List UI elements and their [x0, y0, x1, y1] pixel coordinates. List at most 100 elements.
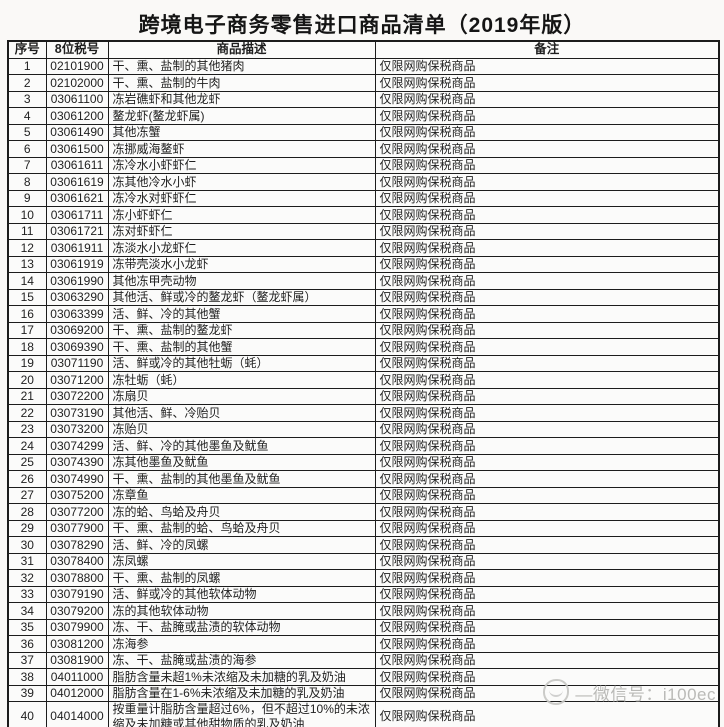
table-row: 19 03071190 活、鲜或冷的其他牡蛎（蚝） 仅限网购保税商品	[7, 354, 720, 372]
cell-serial-number: 28	[7, 503, 47, 521]
cell-remark: 仅限网购保税商品	[374, 701, 720, 727]
cell-serial-number: 14	[7, 272, 47, 290]
table-row: 9 03061621 冻冷水对虾虾仁 仅限网购保税商品	[7, 189, 720, 207]
cell-serial-number: 23	[7, 420, 47, 438]
cell-description: 鳌龙虾(鳌龙虾属)	[107, 107, 376, 125]
cell-serial-number: 39	[7, 684, 47, 702]
table-row: 36 03081200 冻海参 仅限网购保税商品	[7, 635, 720, 653]
table-row: 12 03061911 冻淡水小龙虾仁 仅限网购保税商品	[7, 239, 720, 257]
cell-serial-number: 34	[7, 602, 47, 620]
cell-description: 干、熏、盐制的其他猪肉	[107, 57, 376, 75]
cell-serial-number: 33	[7, 585, 47, 603]
table-row: 27 03075200 冻章鱼 仅限网购保税商品	[7, 486, 720, 504]
page-title: 跨境电子商务零售进口商品清单（2019年版）	[138, 14, 586, 37]
cell-tax-code: 03061721	[45, 222, 109, 240]
cell-remark: 仅限网购保税商品	[374, 453, 720, 471]
table-header: 序号 8位税号 商品描述 备注	[7, 40, 720, 59]
cell-serial-number: 37	[7, 651, 47, 669]
cell-remark: 仅限网购保税商品	[374, 387, 720, 405]
cell-serial-number: 16	[7, 305, 47, 323]
cell-serial-number: 4	[7, 107, 47, 125]
table-row: 39 04012000 脂肪含量在1-6%未浓缩及未加糖的乳及奶油 仅限网购保税…	[7, 684, 720, 702]
table-header-row: 序号 8位税号 商品描述 备注	[7, 40, 720, 59]
cell-description: 冻挪威海鳌虾	[107, 140, 376, 158]
cell-serial-number: 11	[7, 222, 47, 240]
cell-remark: 仅限网购保税商品	[374, 338, 720, 356]
cell-tax-code: 03061490	[45, 123, 109, 141]
cell-description: 其他冻蟹	[107, 123, 376, 141]
cell-serial-number: 22	[7, 404, 47, 422]
cell-description: 冻凤螺	[107, 552, 376, 570]
cell-serial-number: 29	[7, 519, 47, 537]
cell-description: 脂肪含量未超1%未浓缩及未加糖的乳及奶油	[107, 668, 376, 686]
cell-description: 冻章鱼	[107, 486, 376, 504]
cell-tax-code: 03079900	[45, 618, 109, 636]
cell-remark: 仅限网购保税商品	[374, 503, 720, 521]
cell-description: 其他冻甲壳动物	[107, 272, 376, 290]
cell-serial-number: 20	[7, 371, 47, 389]
cell-tax-code: 03074990	[45, 470, 109, 488]
cell-tax-code: 03061919	[45, 255, 109, 273]
cell-remark: 仅限网购保税商品	[374, 354, 720, 372]
header-no: 序号	[7, 40, 47, 59]
cell-description: 冻小虾虾仁	[107, 206, 376, 224]
cell-remark: 仅限网购保税商品	[374, 288, 720, 306]
cell-remark: 仅限网购保税商品	[374, 305, 720, 323]
cell-remark: 仅限网购保税商品	[374, 618, 720, 636]
cell-description: 干、熏、盐制的凤螺	[107, 569, 376, 587]
cell-serial-number: 19	[7, 354, 47, 372]
cell-serial-number: 10	[7, 206, 47, 224]
cell-remark: 仅限网购保税商品	[374, 404, 720, 422]
cell-tax-code: 04014000	[45, 701, 109, 727]
cell-remark: 仅限网购保税商品	[374, 189, 720, 207]
cell-description: 冻贻贝	[107, 420, 376, 438]
cell-description: 冻扇贝	[107, 387, 376, 405]
table-row: 13 03061919 冻带壳淡水小龙虾 仅限网购保税商品	[7, 255, 720, 273]
cell-description: 冻岩礁虾和其他龙虾	[107, 90, 376, 108]
cell-description: 冻海参	[107, 635, 376, 653]
cell-serial-number: 17	[7, 321, 47, 339]
table-row: 4 03061200 鳌龙虾(鳌龙虾属) 仅限网购保税商品	[7, 107, 720, 125]
cell-tax-code: 03081200	[45, 635, 109, 653]
cell-serial-number: 24	[7, 437, 47, 455]
cell-remark: 仅限网购保税商品	[374, 156, 720, 174]
cell-tax-code: 03073200	[45, 420, 109, 438]
cell-serial-number: 3	[7, 90, 47, 108]
cell-serial-number: 8	[7, 173, 47, 191]
table-row: 22 03073190 其他活、鲜、冷贻贝 仅限网购保税商品	[7, 404, 720, 422]
cell-remark: 仅限网购保税商品	[374, 602, 720, 620]
cell-description: 冻、干、盐腌或盐渍的海参	[107, 651, 376, 669]
table-row: 17 03069200 干、熏、盐制的鳌龙虾 仅限网购保税商品	[7, 321, 720, 339]
cell-tax-code: 04011000	[45, 668, 109, 686]
cell-serial-number: 2	[7, 74, 47, 92]
table-row: 11 03061721 冻对虾虾仁 仅限网购保税商品	[7, 222, 720, 240]
cell-remark: 仅限网购保税商品	[374, 536, 720, 554]
table-row: 26 03074990 干、熏、盐制的其他墨鱼及鱿鱼 仅限网购保税商品	[7, 470, 720, 488]
table-row: 3 03061100 冻岩礁虾和其他龙虾 仅限网购保税商品	[7, 90, 720, 108]
cell-description: 冻对虾虾仁	[107, 222, 376, 240]
cell-tax-code: 03074390	[45, 453, 109, 471]
cell-description: 活、鲜、冷的其他墨鱼及鱿鱼	[107, 437, 376, 455]
table-row: 2 02102000 干、熏、盐制的牛肉 仅限网购保税商品	[7, 74, 720, 92]
table-row: 38 04011000 脂肪含量未超1%未浓缩及未加糖的乳及奶油 仅限网购保税商…	[7, 668, 720, 686]
cell-serial-number: 15	[7, 288, 47, 306]
header-remark: 备注	[374, 40, 720, 59]
cell-serial-number: 12	[7, 239, 47, 257]
cell-description: 冻冷水对虾虾仁	[107, 189, 376, 207]
header-code: 8位税号	[45, 40, 109, 59]
cell-remark: 仅限网购保税商品	[374, 569, 720, 587]
cell-tax-code: 03081900	[45, 651, 109, 669]
cell-remark: 仅限网购保税商品	[374, 173, 720, 191]
cell-remark: 仅限网购保税商品	[374, 651, 720, 669]
cell-tax-code: 03079200	[45, 602, 109, 620]
cell-serial-number: 21	[7, 387, 47, 405]
cell-description: 干、熏、盐制的其他墨鱼及鱿鱼	[107, 470, 376, 488]
table-row: 33 03079190 活、鲜或冷的其他软体动物 仅限网购保税商品	[7, 585, 720, 603]
cell-tax-code: 03078800	[45, 569, 109, 587]
cell-description: 冻、干、盐腌或盐渍的软体动物	[107, 618, 376, 636]
cell-description: 活、鲜或冷的其他牡蛎（蚝）	[107, 354, 376, 372]
cell-description: 冻其他冷水小虾	[107, 173, 376, 191]
table-row: 31 03078400 冻凤螺 仅限网购保税商品	[7, 552, 720, 570]
cell-tax-code: 03061100	[45, 90, 109, 108]
cell-description: 冻淡水小龙虾仁	[107, 239, 376, 257]
